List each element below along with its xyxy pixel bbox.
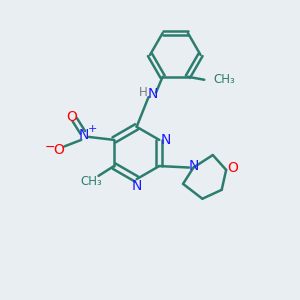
Text: O: O	[227, 161, 238, 176]
Text: CH₃: CH₃	[213, 73, 235, 86]
Text: H: H	[139, 85, 148, 98]
Text: N: N	[188, 159, 199, 173]
Text: N: N	[160, 133, 171, 147]
Text: N: N	[79, 128, 89, 142]
Text: CH₃: CH₃	[80, 175, 102, 188]
Text: N: N	[148, 87, 158, 101]
Text: O: O	[66, 110, 77, 124]
Text: −: −	[45, 141, 55, 154]
Text: +: +	[88, 124, 97, 134]
Text: O: O	[54, 143, 64, 157]
Text: N: N	[131, 179, 142, 193]
